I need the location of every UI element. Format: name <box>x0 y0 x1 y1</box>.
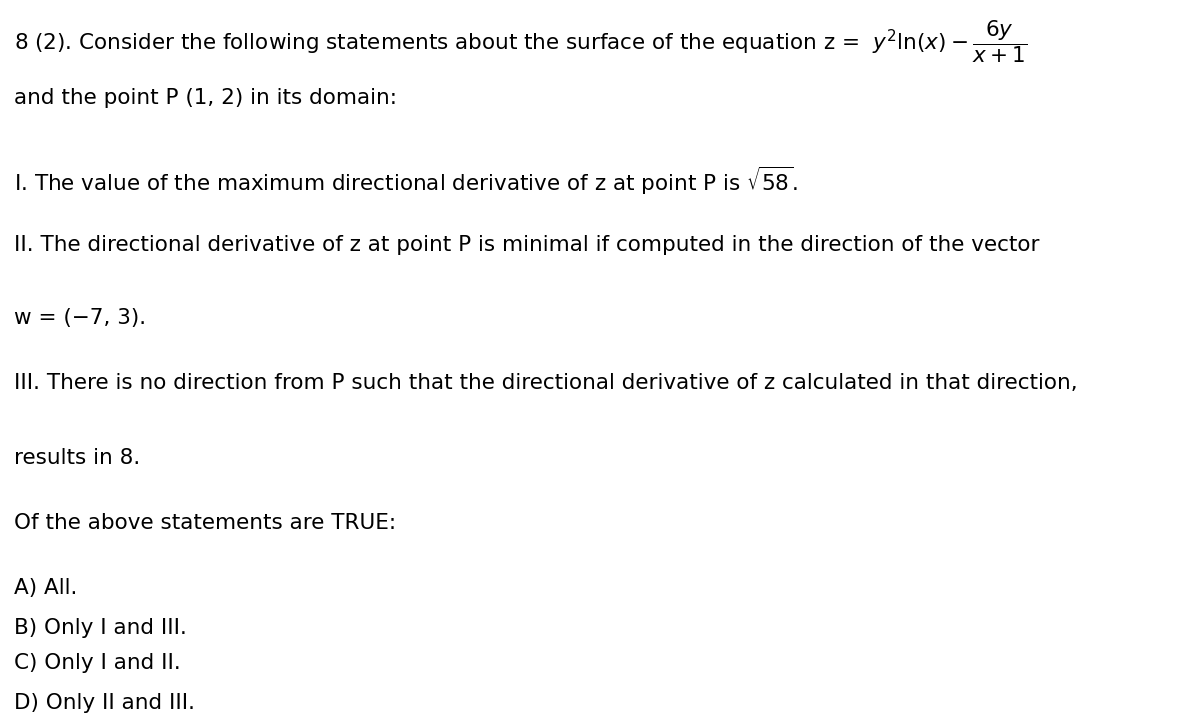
Text: B) Only I and III.: B) Only I and III. <box>14 618 187 638</box>
Text: I. The value of the maximum directional derivative of z at point P is $\sqrt{58}: I. The value of the maximum directional … <box>14 165 798 197</box>
Text: 8 (2). Consider the following statements about the surface of the equation z =  : 8 (2). Consider the following statements… <box>14 18 1027 65</box>
Text: C) Only I and II.: C) Only I and II. <box>14 653 181 673</box>
Text: w = (−7, 3).: w = (−7, 3). <box>14 308 146 328</box>
Text: Of the above statements are TRUE:: Of the above statements are TRUE: <box>14 513 396 533</box>
Text: D) Only II and III.: D) Only II and III. <box>14 693 194 713</box>
Text: results in 8.: results in 8. <box>14 448 140 468</box>
Text: II. The directional derivative of z at point P is minimal if computed in the dir: II. The directional derivative of z at p… <box>14 235 1039 255</box>
Text: III. There is no direction from P such that the directional derivative of z calc: III. There is no direction from P such t… <box>14 373 1078 393</box>
Text: and the point P (1, 2) in its domain:: and the point P (1, 2) in its domain: <box>14 88 397 108</box>
Text: A) All.: A) All. <box>14 578 77 598</box>
